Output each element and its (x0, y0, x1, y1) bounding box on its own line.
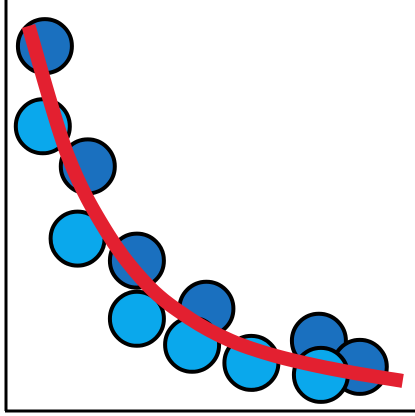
fit-curve (21, 23, 404, 388)
points-layer (13, 17, 389, 404)
data-point-s2-3 (107, 289, 166, 348)
